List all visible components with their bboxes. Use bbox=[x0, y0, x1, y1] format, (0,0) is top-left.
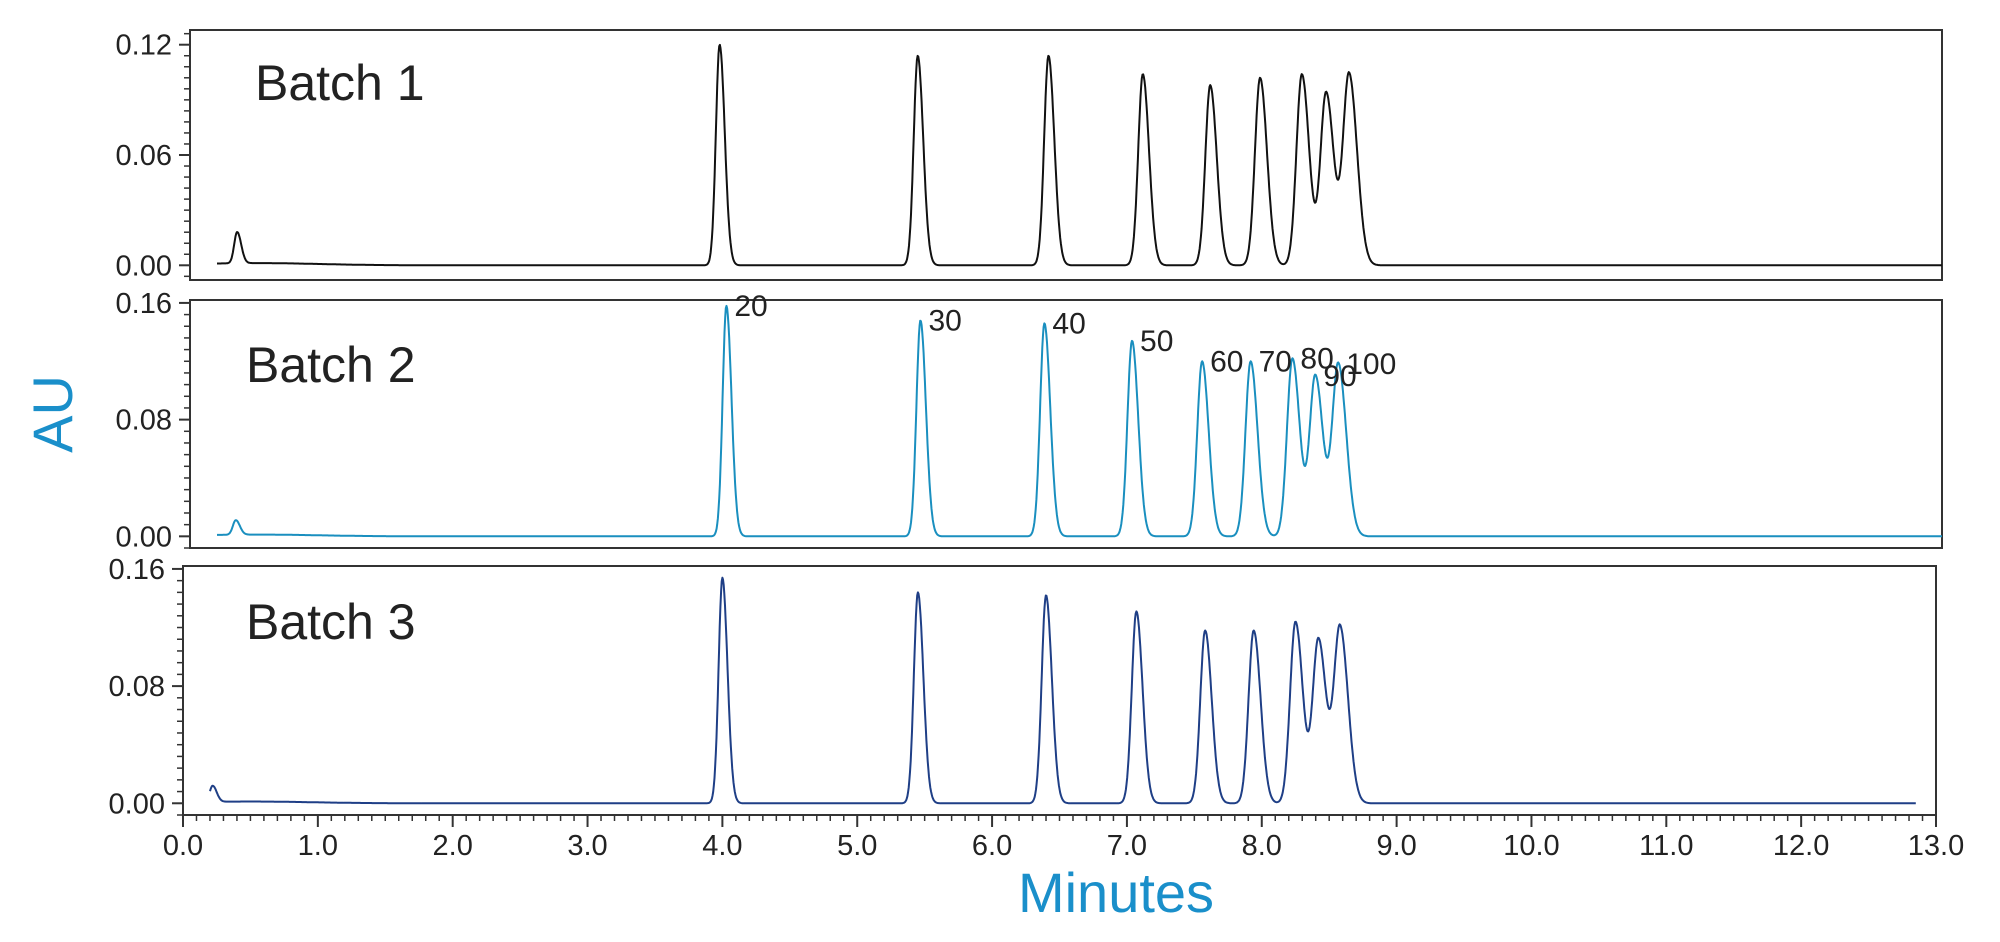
batch-label: Batch 2 bbox=[246, 337, 416, 393]
peak-point bbox=[1131, 339, 1134, 342]
x-tick-label: 11.0 bbox=[1639, 830, 1693, 862]
peak-point bbox=[1348, 73, 1351, 76]
series-line-batch-1 bbox=[216, 43, 1943, 267]
y-tick-label: 0.16 bbox=[116, 288, 172, 320]
x-tick-label: 12.0 bbox=[1773, 830, 1829, 862]
peak-point bbox=[1135, 610, 1138, 613]
peak-point bbox=[1249, 360, 1252, 363]
y-axis-title: AU bbox=[21, 375, 84, 453]
peak-label: 80 bbox=[1300, 342, 1333, 375]
peak-point bbox=[1141, 73, 1144, 76]
x-tick-label: 2.0 bbox=[433, 830, 473, 862]
peak-point bbox=[1337, 363, 1340, 366]
x-tick-label: 1.0 bbox=[298, 830, 338, 862]
y-tick-label: 0.06 bbox=[116, 140, 172, 172]
peak-label: 90 bbox=[1323, 360, 1356, 393]
x-tick-label: 10.0 bbox=[1503, 830, 1559, 862]
y-tick-label: 0.00 bbox=[116, 521, 172, 553]
series-line-batch-3 bbox=[209, 576, 1917, 805]
peak-point bbox=[1045, 594, 1048, 597]
peak-point bbox=[1043, 322, 1046, 325]
peak-point bbox=[236, 233, 239, 236]
x-tick-label: 8.0 bbox=[1242, 830, 1282, 862]
peak-point bbox=[1325, 91, 1328, 94]
x-tick-label: 7.0 bbox=[1107, 830, 1147, 862]
peak-point bbox=[1252, 629, 1255, 632]
peak-point bbox=[234, 520, 237, 523]
y-tick-label: 0.12 bbox=[116, 30, 172, 62]
peak-point bbox=[1259, 76, 1262, 79]
batch-label: Batch 1 bbox=[255, 55, 425, 111]
peak-point bbox=[919, 319, 922, 322]
peak-point bbox=[1204, 629, 1207, 632]
series-line-batch-2 bbox=[216, 304, 1943, 538]
y-tick-label: 0.16 bbox=[109, 554, 165, 586]
peak-label: 50 bbox=[1140, 325, 1173, 358]
peak-point bbox=[1047, 54, 1050, 57]
panel-frame bbox=[189, 299, 1943, 549]
peak-label: 30 bbox=[928, 304, 961, 337]
y-tick-label: 0.08 bbox=[116, 405, 172, 437]
x-tick-label: 13.0 bbox=[1908, 830, 1964, 862]
peak-point bbox=[1300, 73, 1303, 76]
x-tick-label: 9.0 bbox=[1376, 830, 1416, 862]
peak-point bbox=[916, 591, 919, 594]
x-tick-label: 3.0 bbox=[567, 830, 607, 862]
batch-label: Batch 3 bbox=[246, 594, 416, 650]
peak-label: 60 bbox=[1210, 345, 1243, 378]
peak-label: 70 bbox=[1259, 345, 1292, 378]
peak-point bbox=[1338, 626, 1341, 629]
peak-label: 20 bbox=[734, 290, 767, 323]
peak-point bbox=[1294, 620, 1297, 623]
x-tick-label: 0.0 bbox=[163, 830, 203, 862]
y-tick-label: 0.08 bbox=[109, 671, 165, 703]
peak-point bbox=[211, 786, 214, 789]
peak-point bbox=[725, 304, 728, 307]
peak-point bbox=[1317, 638, 1320, 641]
peak-point bbox=[1209, 84, 1212, 87]
panel-batch-3: 0.00 0.08 0.16 Batch 3 bbox=[109, 554, 1937, 820]
x-tick-label: 4.0 bbox=[702, 830, 742, 862]
panel-frame bbox=[182, 565, 1937, 816]
x-axis: 0.0 1.0 2.0 3.0 4.0 5.0 6.0 7.0 8.0 9.0 10.0 11.0 12… bbox=[163, 815, 1964, 862]
y-tick-label: 0.00 bbox=[109, 788, 165, 820]
peak-label: 100 bbox=[1346, 348, 1396, 381]
x-axis-title: Minutes bbox=[1018, 861, 1214, 924]
x-tick-label: 5.0 bbox=[837, 830, 877, 862]
peak-point bbox=[718, 43, 721, 46]
peak-point bbox=[916, 54, 919, 57]
panel-batch-1: 0.00 0.06 0.12 Batch 1 bbox=[116, 29, 1943, 282]
y-tick-label: 0.00 bbox=[116, 250, 172, 282]
panels-layer: 0.00 0.06 0.12 Batch 1 0.00 0.08 0.16 Batch 2 20… bbox=[109, 29, 1943, 820]
peak-label: 40 bbox=[1052, 307, 1085, 340]
peak-point bbox=[721, 576, 724, 579]
panel-frame bbox=[189, 29, 1943, 281]
x-tick-label: 6.0 bbox=[972, 830, 1012, 862]
peak-point bbox=[1314, 374, 1317, 377]
peak-point bbox=[1291, 357, 1294, 360]
peak-point bbox=[1201, 360, 1204, 363]
